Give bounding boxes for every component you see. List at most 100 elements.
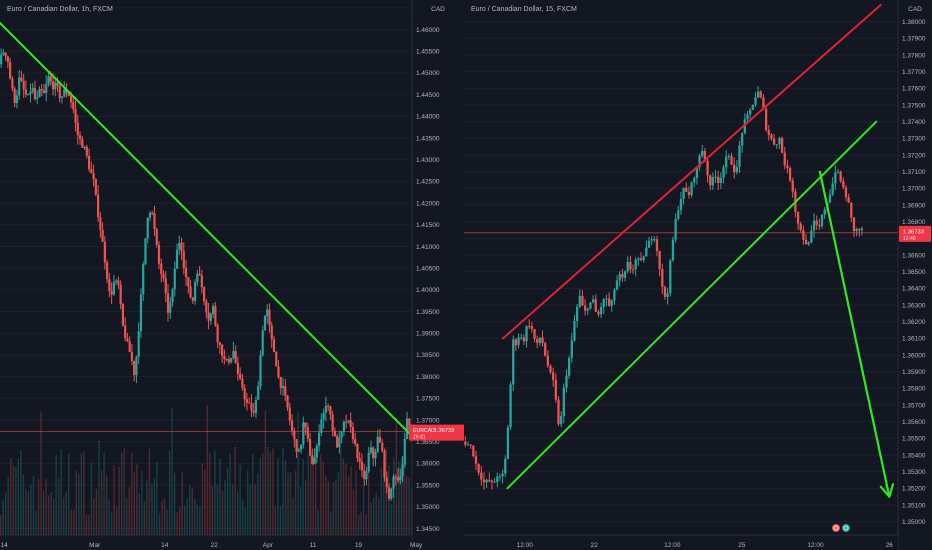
volume-bar [148,448,151,535]
candle-body [738,145,741,167]
volume-bar [345,464,347,535]
candle-body [272,339,276,352]
volume-bar [224,480,226,535]
candle-body [780,137,784,153]
candle-body [96,194,100,218]
candle-body [687,191,691,196]
candle-body [594,299,597,312]
volume-bar [70,509,72,535]
candle-body [378,436,382,443]
volume-bar [395,416,398,535]
y-tick-label: 1.37000 [902,186,926,193]
candle-body [390,488,393,499]
candle-body [212,305,215,314]
candle-body [327,405,330,407]
candle-body [148,212,152,218]
volume-bar [403,454,405,535]
candle-body [236,362,240,374]
candle-body [31,88,34,92]
volume-bar [93,498,95,535]
y-tick-label: 1.35200 [902,486,926,493]
forecast-arrow-head [879,483,895,498]
volume-bar [370,502,372,535]
volume-bar [390,503,393,535]
volume-bar [378,497,380,535]
y-tick-label: 1.36500 [902,269,926,276]
volume-bar [294,470,297,535]
candle-body [376,436,379,453]
candle-body [759,91,762,98]
candle-body [106,262,109,280]
volume-bar [282,448,284,535]
candle-body [570,340,573,358]
price-tag-value: 1.36733 [903,229,924,235]
volume-bar [408,477,410,535]
candle-body [533,329,536,340]
candle-body [65,89,68,94]
candle-body [51,81,55,90]
volume-bar [133,471,135,535]
candle-body [695,167,699,179]
volume-bar [327,481,330,535]
candle-body [318,432,321,446]
candle-body [40,89,43,91]
candle-body [227,359,230,363]
candle-body [618,274,621,281]
candle-body [599,307,603,315]
candle-body [860,228,864,231]
candle-body [671,239,675,261]
candle-body [342,421,346,432]
volume-bar [352,490,355,535]
candle-body [509,384,512,428]
candle-body [661,269,664,287]
candle-body [340,431,343,438]
price-tag-countdown: 12:40 [903,236,916,242]
candle-body [783,152,786,166]
candle-body [230,358,233,363]
chart-panel-2: CAD 1.38000 1.37900 1.37800 1.37700 1.37600 1.… [464,0,932,550]
candle-body [575,306,579,321]
candle-body [83,146,86,148]
candle-body [405,418,409,440]
candle-body [214,305,217,326]
candle-body [115,280,118,282]
candle-body [81,138,84,148]
candle-body [270,325,273,340]
candle-body [810,230,813,243]
candle-body [155,229,158,245]
candle-body [166,293,170,313]
candle-body [573,320,576,341]
volume-bar [219,458,221,535]
y-tick-label: 1.35300 [902,469,926,476]
x-tick-label: May [410,542,423,549]
candle-body [629,261,632,270]
price-axis [898,0,932,550]
volume-bar [231,484,234,535]
candle-body [49,76,52,82]
candle-body [578,296,581,307]
candle-body [9,62,12,79]
volume-bar [292,497,294,535]
candle-body [69,95,73,103]
volume-bar [211,486,214,535]
candle-body [530,326,534,330]
volume-bar [269,452,272,535]
volume-bar [176,512,178,535]
volume-bar [105,475,108,535]
volume-bar [15,467,17,535]
volume-bar [25,488,27,535]
candle-body [171,289,174,303]
y-tick-label: 1.36300 [902,302,926,309]
volume-bar [131,452,133,535]
y-tick-label: 1.36100 [902,336,926,343]
candle-body [528,326,531,328]
x-tick-label: 19 [355,542,363,549]
y-tick-label: 1.37300 [902,136,926,143]
y-tick-label: 1.44000 [416,114,440,121]
candle-body [164,278,167,294]
volume-bar [236,491,239,535]
volume-bar [254,484,256,535]
